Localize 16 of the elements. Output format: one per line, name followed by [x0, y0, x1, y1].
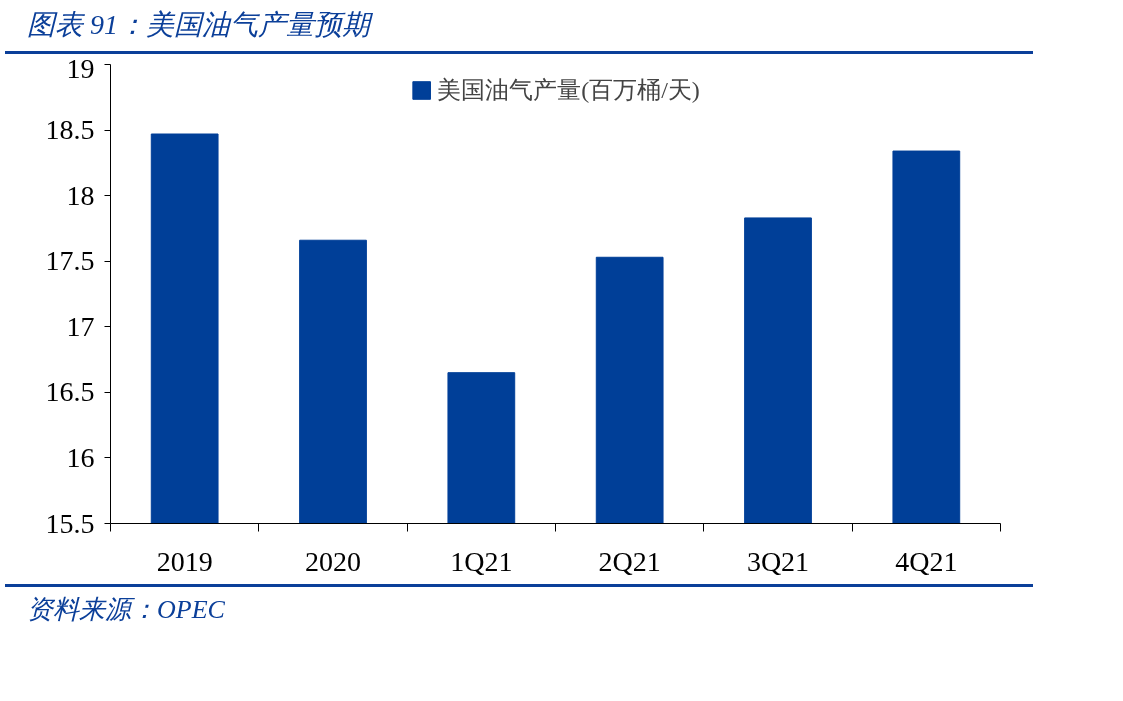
y-tick-label: 18	[66, 179, 95, 211]
y-tick-label: 17	[66, 310, 95, 342]
text: 资料来源：OPEC	[27, 594, 225, 626]
x-tick-label: 2019	[156, 545, 213, 577]
x-tick-label: 4Q21	[895, 545, 958, 577]
legend-label: 美国油气产量(百万桶/天)	[437, 76, 700, 105]
y-tick-label: 16.5	[45, 376, 95, 408]
x-tick-label: 2Q21	[598, 545, 661, 577]
y-tick-label: 15.5	[45, 507, 95, 539]
y-tick-label: 19	[66, 52, 95, 84]
y-tick-label: 16	[66, 441, 95, 473]
x-tick-label: 3Q21	[746, 545, 810, 577]
x-tick-label: 1Q21	[450, 545, 513, 577]
x-tick-label: 2020	[305, 545, 361, 577]
y-tick-label: 18.5	[45, 114, 95, 146]
y-tick-label: 17.5	[45, 245, 95, 277]
